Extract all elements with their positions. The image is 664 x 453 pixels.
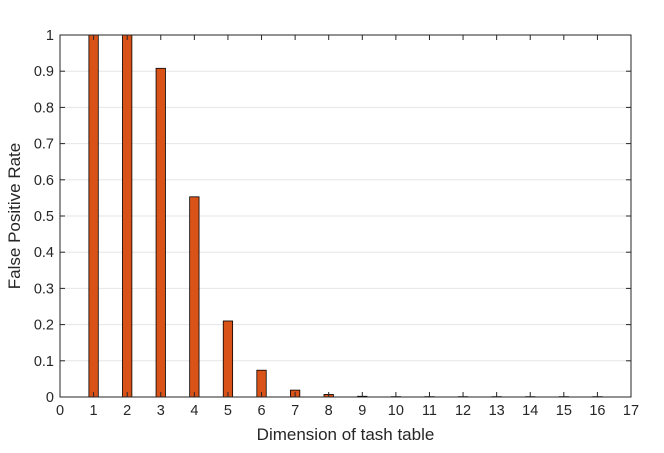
y-tick-label: 0.3 [34,281,54,297]
x-axis-label: Dimension of tash table [257,425,435,444]
x-tick-label: 3 [157,403,165,419]
y-tick-label: 0.6 [34,173,54,189]
x-tick-label: 17 [623,403,639,419]
x-tick-labels: 0 1 2 3 4 5 6 7 8 9 10 11 12 13 14 15 16 17 [56,403,639,419]
y-tick-label: 0.7 [34,137,54,153]
x-tick-label: 6 [257,403,265,419]
y-tick-label: 0 [46,390,54,406]
x-tick-label: 1 [90,403,98,419]
x-tick-label: 15 [556,403,572,419]
x-tick-label: 10 [388,403,404,419]
x-tick-label: 5 [224,403,232,419]
x-tick-label: 13 [489,403,505,419]
bar-4 [189,196,200,398]
x-tick-label: 8 [325,403,333,419]
x-tick-label: 9 [358,403,366,419]
x-tick-label: 4 [190,403,198,419]
y-tick-labels: 0 0.1 0.2 0.3 0.4 0.5 0.6 0.7 0.8 0.9 1 [34,28,54,406]
y-axis-label: False Positive Rate [5,143,24,289]
x-tick-label: 12 [455,403,471,419]
gridlines [60,70,631,362]
y-tick-label: 0.8 [34,100,54,116]
y-tick-label: 0.9 [34,64,54,80]
x-tick-label: 0 [56,403,64,419]
bar-2 [122,34,133,398]
bar-5 [222,320,234,398]
y-tick-label: 1 [46,28,54,44]
bar-3 [155,67,166,398]
x-tick-label: 16 [589,403,605,419]
x-tick-label: 14 [522,403,538,419]
y-tick-label: 0.5 [34,209,54,225]
x-tick-label: 2 [123,403,131,419]
x-tick-label: 11 [422,403,437,419]
y-tick-label: 0.4 [34,245,54,261]
x-tick-label: 7 [291,403,299,419]
tick-marks [59,34,632,398]
bar-1 [88,34,99,398]
y-tick-label: 0.2 [34,318,54,334]
y-tick-label: 0.1 [34,354,54,370]
